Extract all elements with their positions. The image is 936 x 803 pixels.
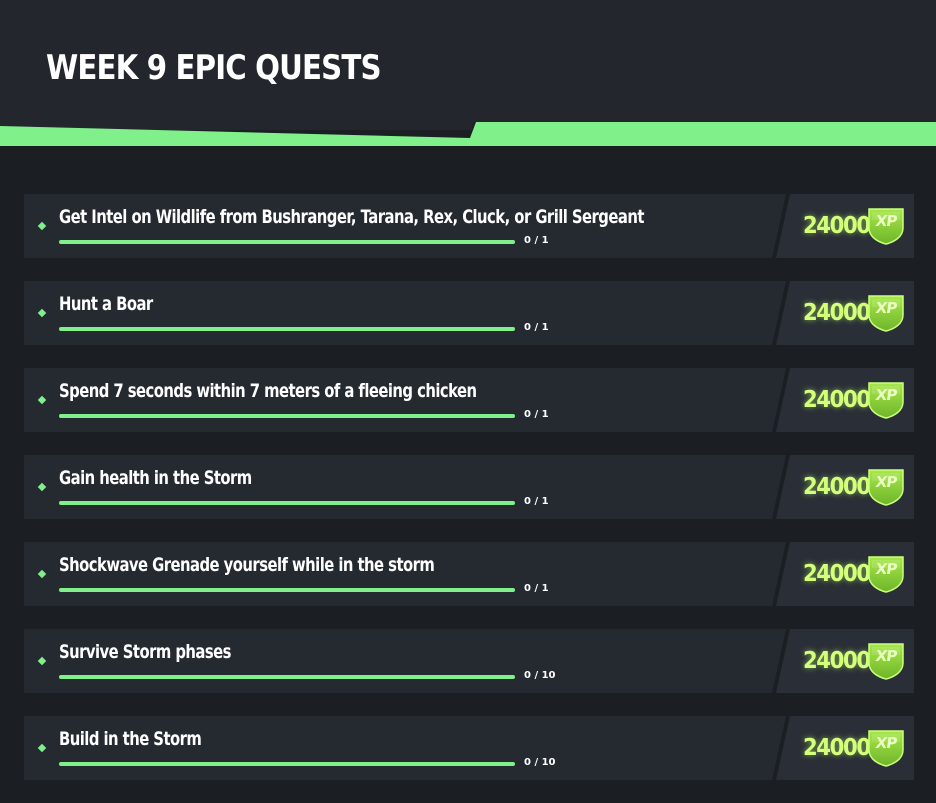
quest-row[interactable]: Build in the Storm 0 / 10 24000 XP bbox=[24, 716, 914, 780]
xp-badge-icon: XP bbox=[866, 641, 906, 681]
progress-bar-fill bbox=[59, 327, 515, 331]
xp-badge-label: XP bbox=[874, 386, 898, 404]
quest-card bbox=[24, 716, 786, 780]
progress-count: 0 / 1 bbox=[524, 583, 549, 594]
progress-count: 0 / 1 bbox=[524, 322, 549, 333]
quest-name: Spend 7 seconds within 7 meters of a fle… bbox=[59, 380, 477, 402]
progress-bar bbox=[59, 327, 515, 331]
progress-count: 0 / 1 bbox=[524, 409, 549, 420]
quest-name: Hunt a Boar bbox=[59, 293, 153, 315]
xp-reward-amount: 24000 bbox=[802, 213, 871, 239]
quest-row[interactable]: Get Intel on Wildlife from Bushranger, T… bbox=[24, 194, 914, 258]
progress-bar-fill bbox=[59, 240, 515, 244]
progress-bar-fill bbox=[59, 501, 515, 505]
progress-bar-fill bbox=[59, 414, 515, 418]
quest-name: Build in the Storm bbox=[59, 728, 202, 750]
xp-reward-amount: 24000 bbox=[802, 387, 871, 413]
progress-bar bbox=[59, 501, 515, 505]
quest-name: Survive Storm phases bbox=[59, 641, 231, 663]
xp-badge-label: XP bbox=[874, 647, 898, 665]
progress-bar bbox=[59, 240, 515, 244]
xp-badge-label: XP bbox=[874, 299, 898, 317]
progress-count: 0 / 10 bbox=[524, 757, 556, 768]
quest-row[interactable]: Spend 7 seconds within 7 meters of a fle… bbox=[24, 368, 914, 432]
xp-badge-icon: XP bbox=[866, 206, 906, 246]
xp-badge-label: XP bbox=[874, 473, 898, 491]
quest-row[interactable]: Survive Storm phases 0 / 10 24000 XP bbox=[24, 629, 914, 693]
progress-bar bbox=[59, 588, 515, 592]
progress-count: 0 / 1 bbox=[524, 235, 549, 246]
quest-row[interactable]: Shockwave Grenade yourself while in the … bbox=[24, 542, 914, 606]
page-title: WEEK 9 EPIC QUESTS bbox=[46, 48, 382, 88]
xp-reward-amount: 24000 bbox=[802, 561, 871, 587]
progress-count: 0 / 10 bbox=[524, 670, 556, 681]
quest-card bbox=[24, 281, 786, 345]
quest-card bbox=[24, 542, 786, 606]
accent-stripe-shape bbox=[0, 122, 936, 146]
xp-badge-icon: XP bbox=[866, 380, 906, 420]
progress-bar bbox=[59, 414, 515, 418]
progress-count: 0 / 1 bbox=[524, 496, 549, 507]
quest-card bbox=[24, 194, 786, 258]
quest-card bbox=[24, 368, 786, 432]
xp-badge-icon: XP bbox=[866, 467, 906, 507]
header-accent-stripe bbox=[0, 122, 936, 152]
quest-list: Get Intel on Wildlife from Bushranger, T… bbox=[24, 194, 914, 803]
quest-name: Get Intel on Wildlife from Bushranger, T… bbox=[59, 206, 644, 228]
quest-card bbox=[24, 629, 786, 693]
xp-badge-icon: XP bbox=[866, 728, 906, 768]
quest-name: Shockwave Grenade yourself while in the … bbox=[59, 554, 435, 576]
progress-bar-fill bbox=[59, 588, 515, 592]
header-bar: WEEK 9 EPIC QUESTS bbox=[0, 0, 936, 130]
xp-badge-icon: XP bbox=[866, 554, 906, 594]
xp-reward-amount: 24000 bbox=[802, 474, 871, 500]
xp-badge-label: XP bbox=[874, 212, 898, 230]
xp-reward-amount: 24000 bbox=[802, 648, 871, 674]
xp-badge-label: XP bbox=[874, 560, 898, 578]
quest-card bbox=[24, 455, 786, 519]
xp-reward-amount: 24000 bbox=[802, 735, 871, 761]
progress-bar bbox=[59, 675, 515, 679]
xp-badge-icon: XP bbox=[866, 293, 906, 333]
progress-bar-fill bbox=[59, 762, 515, 766]
quest-row[interactable]: Hunt a Boar 0 / 1 24000 XP bbox=[24, 281, 914, 345]
progress-bar-fill bbox=[59, 675, 515, 679]
xp-reward-amount: 24000 bbox=[802, 300, 871, 326]
quest-name: Gain health in the Storm bbox=[59, 467, 252, 489]
progress-bar bbox=[59, 762, 515, 766]
xp-badge-label: XP bbox=[874, 734, 898, 752]
quest-row[interactable]: Gain health in the Storm 0 / 1 24000 XP bbox=[24, 455, 914, 519]
